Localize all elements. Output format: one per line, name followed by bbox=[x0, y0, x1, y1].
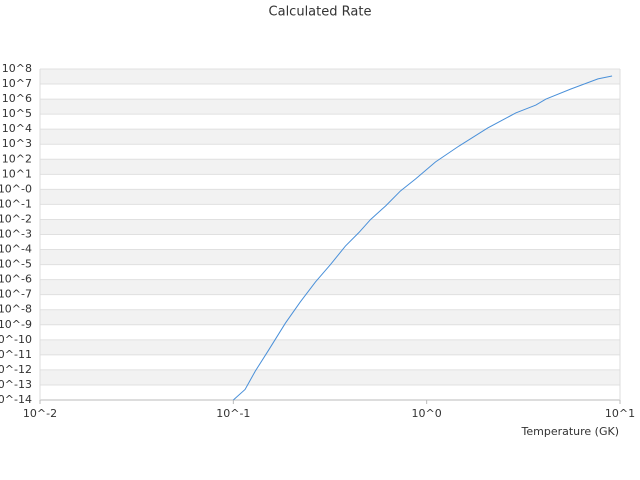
grid-band bbox=[40, 369, 620, 385]
grid-band bbox=[40, 249, 620, 265]
y-tick-label: 10^-6 bbox=[0, 273, 32, 286]
y-tick-label: 10^-10 bbox=[0, 333, 32, 346]
y-tick-label: 10^3 bbox=[2, 137, 32, 150]
y-tick-label: 10^-7 bbox=[0, 288, 32, 301]
y-tick-label: 10^7 bbox=[2, 77, 32, 90]
grid-band bbox=[40, 339, 620, 355]
y-tick-label: 10^-2 bbox=[0, 212, 32, 225]
y-tick-label: 10^-9 bbox=[0, 318, 32, 331]
y-tick-label: 10^-14 bbox=[0, 393, 32, 406]
grid-band bbox=[40, 69, 620, 85]
grid-band bbox=[40, 159, 620, 175]
x-tick-label: 10^1 bbox=[605, 407, 635, 420]
y-tick-label: 10^5 bbox=[2, 107, 32, 120]
grid-band bbox=[40, 279, 620, 295]
y-tick-label: 10^8 bbox=[2, 62, 32, 75]
y-tick-label: 10^-1 bbox=[0, 197, 32, 210]
y-tick-label: 10^-4 bbox=[0, 243, 32, 256]
x-tick-label: 10^-2 bbox=[23, 407, 57, 420]
data-line bbox=[232, 75, 613, 401]
grid-band bbox=[40, 129, 620, 145]
x-tick-label: 10^-1 bbox=[216, 407, 250, 420]
chart-title: Calculated Rate bbox=[269, 5, 372, 20]
y-tick-label: 10^-8 bbox=[0, 303, 32, 316]
y-tick-label: 10^6 bbox=[2, 92, 32, 105]
y-tick-label: 10^-11 bbox=[0, 348, 32, 361]
y-tick-label: 10^1 bbox=[2, 167, 32, 180]
y-tick-label: 10^-13 bbox=[0, 378, 32, 391]
y-tick-label: 10^-0 bbox=[0, 182, 32, 195]
grid-band bbox=[40, 219, 620, 235]
grid-band bbox=[40, 189, 620, 205]
y-tick-label: 10^2 bbox=[2, 152, 32, 165]
y-tick-label: 10^-3 bbox=[0, 228, 32, 241]
y-tick-label: 10^4 bbox=[2, 122, 32, 135]
grid bbox=[40, 68, 620, 401]
x-axis-label: Temperature (GK) bbox=[521, 425, 620, 438]
grid-band bbox=[40, 99, 620, 115]
x-tick-label: 10^0 bbox=[412, 407, 442, 420]
y-tick-label: 10^-5 bbox=[0, 258, 32, 271]
y-tick-label: 10^-12 bbox=[0, 363, 32, 376]
grid-band bbox=[40, 309, 620, 325]
